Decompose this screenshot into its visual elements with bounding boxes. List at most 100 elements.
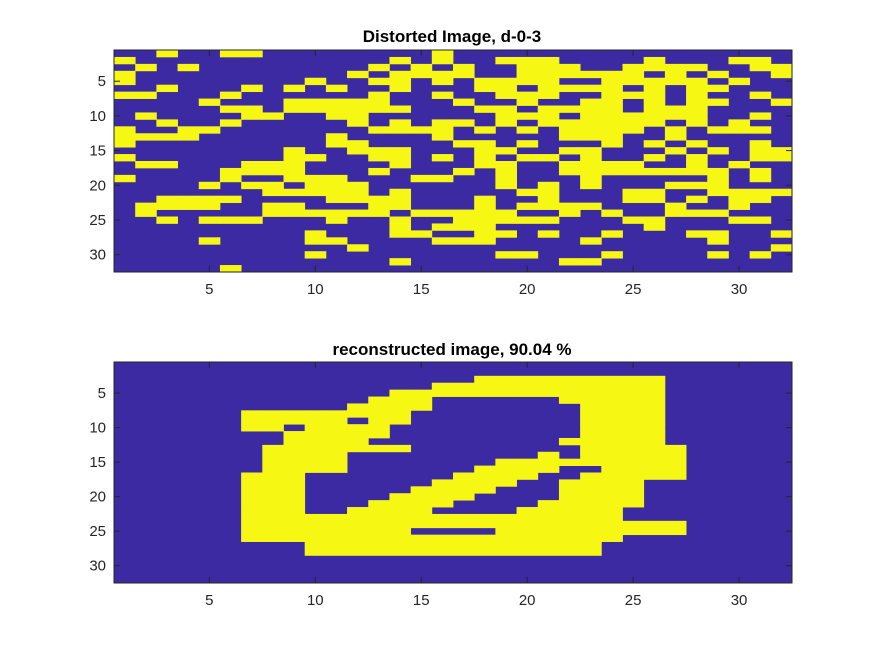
heatmap-cell xyxy=(516,458,539,466)
heatmap-cell xyxy=(643,195,666,204)
heatmap-cell xyxy=(283,161,306,169)
heatmap-cell xyxy=(707,237,729,245)
heatmap-cell xyxy=(622,389,645,397)
heatmap-cell xyxy=(537,541,560,549)
heatmap-cell xyxy=(389,188,412,197)
heatmap-cell xyxy=(198,181,221,190)
heatmap-cell xyxy=(135,133,157,141)
heatmap-cell xyxy=(728,126,751,134)
heatmap-cell xyxy=(474,202,496,210)
heatmap-cell xyxy=(495,167,517,176)
heatmap-cell xyxy=(580,181,602,190)
heatmap-cell xyxy=(580,403,602,411)
heatmap-cell xyxy=(389,389,412,397)
heatmap-cell xyxy=(516,70,539,79)
heatmap-cell xyxy=(304,230,327,238)
heatmap-cell xyxy=(453,548,475,556)
heatmap-cell xyxy=(622,112,645,120)
heatmap-cell xyxy=(304,417,327,425)
heatmap-cell xyxy=(580,258,602,266)
heatmap-cell xyxy=(495,112,517,120)
heatmap-cell xyxy=(410,500,433,508)
heatmap-cell xyxy=(325,513,348,522)
heatmap-cell xyxy=(580,119,602,127)
heatmap-cell xyxy=(453,98,475,106)
heatmap-cell xyxy=(347,119,369,127)
heatmap-cell xyxy=(431,548,454,556)
heatmap-cell xyxy=(262,167,284,176)
heatmap-cell xyxy=(262,424,284,432)
heatmap-cell xyxy=(410,493,433,501)
heatmap-cell xyxy=(643,112,666,120)
heatmap-cell xyxy=(601,140,623,148)
reconstructed-image-panel: reconstructed image, 90.04 % 5 10 15 20 25 30… xyxy=(89,340,793,609)
heatmap-cell xyxy=(580,479,602,487)
heatmap-cell xyxy=(686,84,708,93)
heatmap-cell xyxy=(622,472,645,480)
heatmap-cell xyxy=(304,527,327,536)
heatmap-cell xyxy=(325,417,348,425)
heatmap-cell xyxy=(389,147,412,155)
heatmap-cell xyxy=(495,216,517,224)
heatmap-cell xyxy=(622,500,645,508)
heatmap-cell xyxy=(410,513,433,522)
heatmap-cell xyxy=(241,112,263,120)
heatmap-cell xyxy=(368,520,390,529)
heatmap-cell xyxy=(516,389,539,397)
heatmap-cell xyxy=(325,437,348,446)
heatmap-cell xyxy=(431,493,454,501)
heatmap-cell xyxy=(474,230,496,238)
heatmap-cell xyxy=(262,472,284,480)
heatmap-cell xyxy=(601,389,623,397)
heatmap-cell xyxy=(474,472,496,480)
heatmap-cell xyxy=(686,230,708,238)
heatmap-cell xyxy=(262,209,284,217)
heatmap-cell xyxy=(686,112,708,120)
heatmap-cell xyxy=(664,451,687,460)
heatmap-cell xyxy=(453,493,475,501)
heatmap-cell xyxy=(601,112,623,120)
heatmap-cell xyxy=(558,548,581,556)
heatmap-cell xyxy=(453,216,475,224)
heatmap-cell xyxy=(664,147,687,155)
heatmap-cell xyxy=(580,431,602,439)
heatmap-cell xyxy=(241,520,263,529)
heatmap-cell xyxy=(389,195,412,204)
heatmap-cell xyxy=(643,417,666,425)
heatmap-cell xyxy=(495,181,517,190)
heatmap-cell xyxy=(453,223,475,231)
heatmap-cell xyxy=(304,458,327,466)
heatmap-cell xyxy=(537,195,560,204)
heatmap-cell xyxy=(156,84,178,93)
heatmap-cell xyxy=(114,140,136,148)
heatmap-cell xyxy=(347,437,369,446)
heatmap-cell xyxy=(347,410,369,418)
heatmap-cell xyxy=(516,63,539,72)
heatmap-cell xyxy=(241,424,263,432)
heatmap-cell xyxy=(325,105,348,113)
heatmap-cell xyxy=(770,147,793,155)
heatmap-cell xyxy=(304,105,327,113)
heatmap-cell xyxy=(537,70,560,79)
heatmap-cell xyxy=(262,410,284,418)
heatmap-cell xyxy=(241,472,263,480)
heatmap-cell xyxy=(580,133,602,141)
heatmap-cell xyxy=(601,410,623,418)
heatmap-cell xyxy=(474,161,496,169)
heatmap-cell xyxy=(622,91,645,99)
heatmap-cell xyxy=(622,216,645,224)
y-tick-label: 10 xyxy=(89,108,106,125)
heatmap-cell xyxy=(283,534,306,542)
heatmap-cell xyxy=(389,513,412,522)
distorted-image-title: Distorted Image, d-0-3 xyxy=(363,27,542,46)
heatmap-cell xyxy=(749,251,772,259)
heatmap-cell xyxy=(664,105,687,113)
heatmap-cell xyxy=(304,154,327,162)
heatmap-cell xyxy=(304,98,327,106)
heatmap-cell xyxy=(580,437,602,446)
heatmap-cell xyxy=(368,410,390,418)
heatmap-cell xyxy=(558,479,581,487)
x-tick-label: 10 xyxy=(307,592,324,609)
heatmap-cell xyxy=(622,77,645,86)
heatmap-cell xyxy=(410,70,433,79)
